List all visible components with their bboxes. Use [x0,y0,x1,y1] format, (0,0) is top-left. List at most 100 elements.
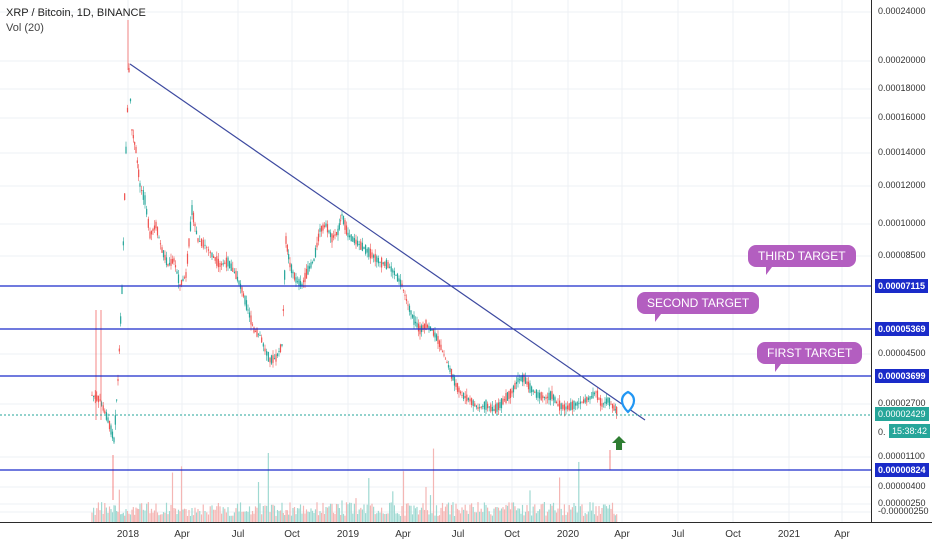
candle-body [497,402,500,410]
candle-body [401,283,403,287]
candle-body [302,280,305,283]
price-tick: 0.00020000 [878,55,926,65]
volume-bar [428,514,430,522]
volume-bar [305,509,308,522]
candle-body [337,228,339,236]
level-label-support: 0.00000824 [875,463,929,477]
second-target-callout[interactable]: SECOND TARGET [637,292,760,322]
candle-body [102,405,104,411]
volume-bar [508,502,510,522]
candle-body [506,392,509,401]
volume-bar [273,505,276,522]
candle-body [189,221,192,231]
first-target-callout[interactable]: FIRST TARGET [757,342,863,372]
time-tick: Oct [284,529,300,540]
time-tick: Apr [614,529,630,540]
volume-bar [517,508,519,522]
candle-body [555,401,558,404]
candle-body [261,337,263,343]
volume-bar [416,506,418,522]
volume-bar [455,503,457,522]
candle-body [125,146,127,154]
candle-body [352,236,354,242]
volume-bar [384,513,386,522]
price-axis-border [871,0,872,522]
candle-body [450,368,453,379]
volume-bar [374,514,376,522]
candle-body [301,283,303,287]
candle-body [560,403,562,410]
volume-bar [96,508,98,522]
candle-body [219,263,221,267]
volume-bar [440,507,442,522]
candle-body [199,240,201,242]
volume-bar [125,509,127,522]
volume-bar [398,514,400,522]
volume-bar [551,505,553,522]
candle-body [369,248,371,259]
symbol-title[interactable]: XRP / Bitcoin, 1D, BINANCE [6,7,146,19]
volume-bar [584,513,586,522]
volume-bar [213,509,215,522]
candle-body [539,392,541,399]
volume-bar [214,509,216,522]
volume-bar [150,508,153,522]
candle-body [146,208,148,215]
volume-bar [322,502,324,522]
candle-body [214,257,216,261]
volume-bar [557,508,559,522]
candle-body [316,242,318,248]
candle-body [326,224,329,233]
time-tick: Jul [671,529,685,540]
candle-body [413,315,415,325]
third-target-callout[interactable]: THIRD TARGET [748,245,856,275]
volume-bar [259,503,261,522]
candle-body [290,264,293,274]
candle-body [105,412,107,420]
candle-body [416,322,418,328]
candle-body [379,261,381,263]
volume-bar [405,503,408,522]
candle-body [355,239,357,245]
volume-bar [458,510,460,522]
volume-bar [135,507,137,522]
candle-body [342,215,345,225]
price-tick: 0.00014000 [878,147,926,157]
volume-bar [326,507,329,522]
candle-body [350,234,352,242]
candle-body [211,252,213,258]
candle-body [458,387,460,393]
candle-body [344,220,346,230]
volume-indicator-title[interactable]: Vol (20) [6,22,44,34]
volume-bar [590,510,593,522]
volume-bar [242,511,245,522]
price-tick: 0.00012000 [878,180,926,190]
volume-bar [575,505,577,522]
candle-body [422,325,424,330]
volume-bar [353,503,355,522]
candle-body [392,269,394,273]
volume-bar [482,512,484,522]
candle-body [463,392,465,400]
volume-bar [295,514,297,522]
volume-bar [338,508,340,522]
candle-body [101,402,103,406]
volume-bar [385,513,387,522]
candle-body [477,406,479,410]
candle-body [313,258,315,262]
volume-bar [568,505,570,522]
candle-body [554,397,556,403]
volume-bar [238,511,240,522]
volume-bar [467,513,469,522]
volume-bar [230,515,232,522]
candle-body [494,404,497,414]
volume-bar [598,506,600,522]
volume-bar [376,513,378,522]
volume-bar [301,513,303,522]
trend-line[interactable] [129,63,646,421]
level-label-third: 0.00007115 [875,279,929,293]
volume-bar [352,513,354,522]
candle-body [254,331,257,333]
candle-body [134,141,136,145]
